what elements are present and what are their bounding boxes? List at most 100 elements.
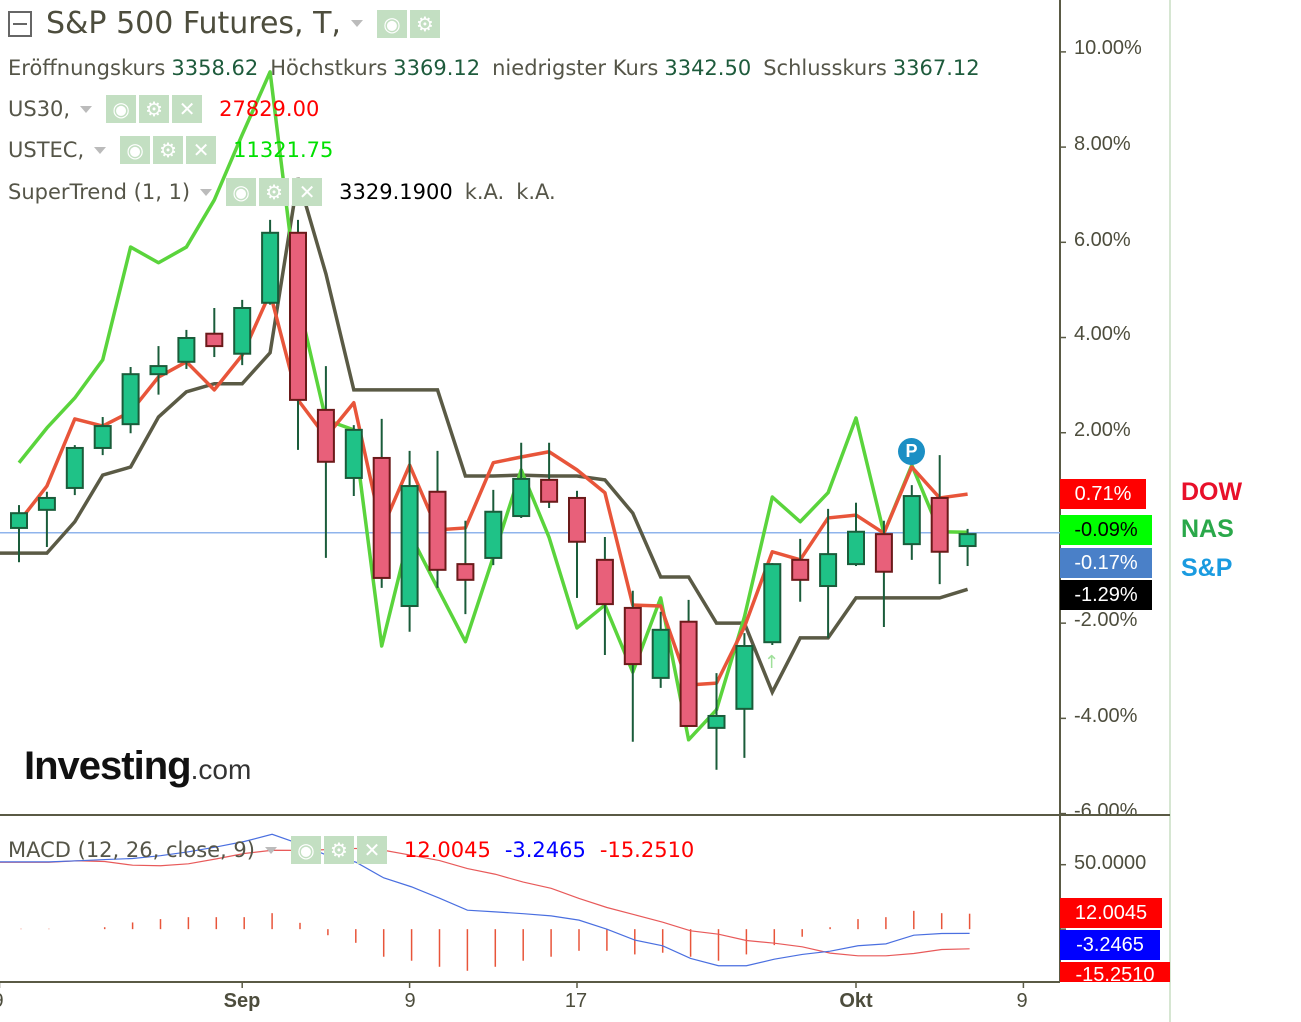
indicator-name: USTEC, [8, 138, 85, 162]
price-tick: -2.00% [1074, 609, 1138, 631]
close-icon[interactable]: ✕ [172, 95, 203, 123]
candle-body [763, 563, 782, 644]
dow-price-badge: 0.71% [1060, 479, 1146, 509]
candle [763, 563, 782, 646]
candle [149, 346, 168, 395]
candle-body [121, 373, 140, 426]
investing-logo: Investing.com [24, 744, 251, 789]
candle-body [289, 231, 307, 401]
candle [372, 418, 391, 588]
candle-body [512, 477, 531, 518]
candle [902, 485, 921, 560]
candle [623, 590, 642, 742]
chevron-down-icon[interactable] [264, 846, 277, 854]
candle-body [233, 307, 252, 355]
chart-title: S&P 500 Futures, T, [46, 6, 341, 41]
price-tick: 10.00% [1074, 37, 1142, 59]
chevron-down-icon[interactable] [200, 188, 213, 196]
candle-body [65, 446, 84, 489]
eye-icon[interactable]: ◉ [376, 9, 407, 38]
close-value: 3367.12 [892, 56, 980, 80]
candle [37, 491, 56, 547]
indicator-name: US30, [8, 97, 71, 121]
candle-body [93, 425, 112, 449]
low-value: 3342.50 [664, 56, 752, 80]
candle [595, 536, 614, 656]
macd-signal-badge: -15.2510 [1060, 962, 1170, 982]
price-tick: -6.00% [1074, 800, 1138, 814]
x-tick: 9 [1016, 990, 1028, 1012]
candle-body [902, 495, 921, 546]
gear-icon[interactable]: ⚙ [259, 178, 290, 206]
candle [958, 528, 977, 567]
candle-body [847, 530, 865, 566]
close-icon[interactable]: ✕ [186, 136, 217, 164]
candle [819, 508, 838, 638]
gear-icon[interactable]: ⚙ [139, 95, 170, 123]
candle-body [707, 714, 726, 729]
macd-tick: 50.0000 [1074, 852, 1147, 874]
indicator-ustec: USTEC, ◉ ⚙ ✕ 11321.75 [8, 136, 333, 164]
close-icon[interactable]: ✕ [292, 178, 323, 206]
legend-sp: S&P [1181, 554, 1233, 582]
chevron-down-icon[interactable] [350, 20, 363, 27]
price-pane [0, 70, 1060, 770]
gear-icon[interactable]: ⚙ [323, 836, 354, 864]
gear-icon[interactable]: ⚙ [153, 136, 184, 164]
macd-value: 12.0045 [403, 838, 491, 862]
candle [456, 520, 475, 615]
x-tick: Okt [839, 990, 873, 1012]
price-tick: 2.00% [1074, 419, 1131, 441]
candle-body [37, 496, 56, 511]
open-label: Eröffnungskurs [8, 56, 166, 80]
eye-icon[interactable]: ◉ [106, 95, 137, 123]
candle-body [874, 533, 893, 573]
indicator-value: 27829.00 [219, 97, 320, 121]
dow-line [17, 291, 968, 687]
chart-title-row: S&P 500 Futures, T, ◉ ⚙ [8, 6, 443, 41]
macd-line-badge: -3.2465 [1060, 930, 1160, 960]
candle [791, 538, 810, 602]
arrow-up-icon: ↑ [764, 652, 780, 673]
candle-body [791, 558, 810, 581]
candle-body [316, 408, 335, 463]
ohlc-row: Eröffnungskurs 3358.62 Höchstkurs 3369.12 … [8, 56, 992, 80]
candle-body [372, 456, 391, 579]
candle [121, 367, 140, 434]
candle [930, 455, 949, 585]
eye-icon[interactable]: ◉ [226, 178, 257, 206]
legend-dow: DOW [1181, 478, 1243, 506]
eye-icon[interactable]: ◉ [120, 136, 151, 164]
macd-line-value: -3.2465 [504, 838, 586, 862]
eye-icon[interactable]: ◉ [290, 836, 321, 864]
candle-body [819, 553, 838, 588]
candle [568, 490, 586, 598]
legend-nas: NAS [1181, 515, 1234, 543]
indicator-us30: US30, ◉ ⚙ ✕ 27829.00 [8, 95, 319, 123]
candle-body [177, 336, 196, 363]
minus-square-icon[interactable] [8, 10, 32, 37]
macd-signal-badge-text: -15.2510 [1075, 964, 1155, 982]
gear-icon[interactable]: ⚙ [409, 9, 440, 38]
candle-body [484, 510, 503, 559]
chevron-down-icon[interactable] [80, 105, 93, 113]
candle [344, 425, 363, 497]
indicator-name: SuperTrend (1, 1) [8, 180, 191, 204]
x-tick: Sep [223, 990, 261, 1012]
close-icon[interactable]: ✕ [356, 836, 387, 864]
chevron-down-icon[interactable] [94, 146, 107, 154]
macd-header: MACD (12, 26, close, 9) ◉ ⚙ ✕ 12.0045 -3.2… [8, 836, 694, 864]
candle-body [400, 485, 419, 608]
high-label: Höchstkurs [270, 56, 388, 80]
candle [651, 611, 670, 688]
candle [874, 520, 893, 627]
pivot-marker[interactable]: P [898, 438, 925, 465]
supertrend-line [0, 177, 969, 697]
candle-body [261, 231, 280, 304]
low-label: niedrigster Kurs [492, 56, 659, 80]
candle [10, 505, 28, 563]
price-tick: 6.00% [1074, 229, 1131, 251]
candle-body [344, 428, 363, 479]
indicator-value: 11321.75 [233, 138, 334, 162]
